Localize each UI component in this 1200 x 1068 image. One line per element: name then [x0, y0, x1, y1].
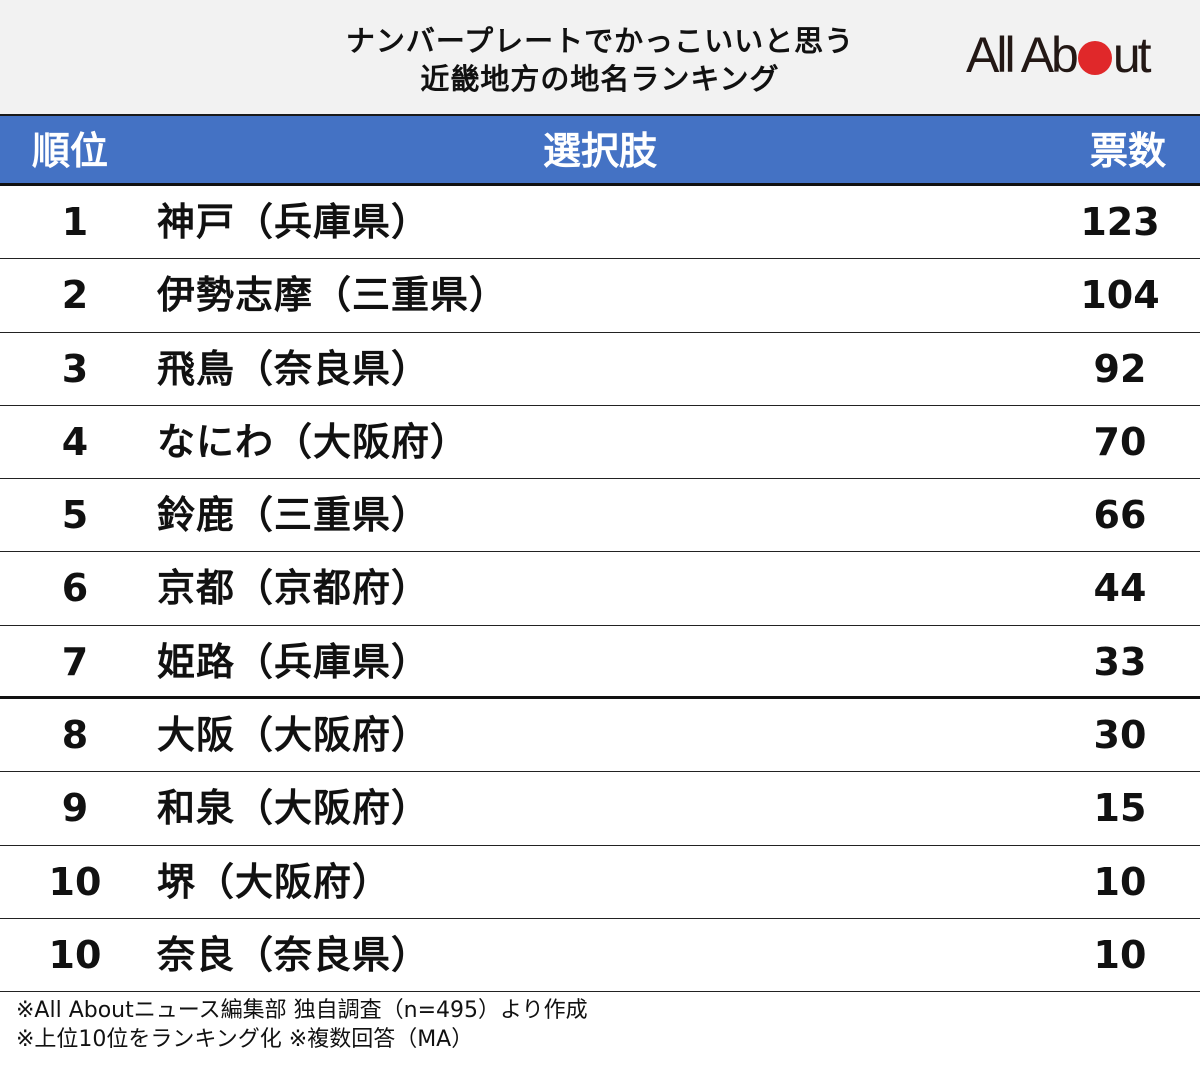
- table-row: 1 神戸（兵庫県） 123: [0, 186, 1200, 260]
- choice-cell: 姫路（兵庫県）: [157, 639, 431, 684]
- table-row: 6 京都（京都府） 44: [0, 552, 1200, 626]
- choice-cell: 神戸（兵庫県）: [157, 200, 431, 244]
- table-row: 2 伊勢志摩（三重県） 104: [0, 259, 1200, 333]
- table-row: 4 なにわ（大阪府） 70: [0, 406, 1200, 480]
- choice-cell: 堺（大阪府）: [157, 859, 392, 904]
- rank-cell: 10: [48, 859, 102, 904]
- rank-cell: 3: [61, 346, 89, 391]
- chart-title: ナンバープレートでかっこいいと思う 近畿地方の地名ランキング: [250, 22, 950, 98]
- rank-cell: 6: [61, 566, 89, 611]
- header-choice: 選択肢: [542, 129, 657, 173]
- choice-cell: 鈴鹿（三重県）: [157, 493, 431, 538]
- rank-cell: 8: [61, 713, 89, 758]
- choice-cell: 伊勢志摩（三重県）: [157, 273, 509, 318]
- table-row: 10 奈良（奈良県） 10: [0, 919, 1200, 993]
- rank-cell: 9: [61, 786, 89, 831]
- table-header: 選択肢 順位 票数: [0, 114, 1200, 186]
- allabout-logo: All Ab ut: [966, 27, 1152, 83]
- rank-cell: 1: [61, 200, 89, 244]
- logo-text-post: ut: [1112, 27, 1152, 83]
- votes-cell: 92: [1093, 346, 1147, 391]
- votes-cell: 30: [1093, 713, 1147, 758]
- choice-cell: なにわ（大阪府）: [157, 419, 470, 464]
- rank-cell: 5: [61, 493, 89, 538]
- table-row: 9 和泉（大阪府） 15: [0, 772, 1200, 846]
- rank-cell: 2: [61, 273, 89, 318]
- logo-text-pre: All Ab: [966, 27, 1079, 83]
- choice-cell: 奈良（奈良県）: [157, 932, 431, 977]
- votes-cell: 44: [1093, 566, 1147, 611]
- title-band: ナンバープレートでかっこいいと思う 近畿地方の地名ランキング All Ab ut: [0, 0, 1200, 114]
- table-row: 3 飛鳥（奈良県） 92: [0, 333, 1200, 406]
- footnote-method: ※上位10位をランキング化 ※複数回答（MA）: [16, 1027, 474, 1052]
- choice-cell: 飛鳥（奈良県）: [157, 346, 431, 391]
- table-row: 10 堺（大阪府） 10: [0, 846, 1200, 919]
- title-line-2: 近畿地方の地名ランキング: [420, 62, 780, 96]
- choice-cell: 和泉（大阪府）: [157, 786, 431, 831]
- votes-cell: 10: [1093, 932, 1147, 977]
- footnote-source: ※All Aboutニュース編集部 独自調査（n=495）より作成: [16, 998, 588, 1023]
- title-line-1: ナンバープレートでかっこいいと思う: [345, 24, 855, 58]
- votes-cell: 123: [1080, 200, 1160, 244]
- header-rank: 順位: [32, 129, 109, 173]
- ranking-table: 1 神戸（兵庫県） 123 2 伊勢志摩（三重県） 104 3 飛鳥（奈良県） 92 4 なに…: [0, 186, 1200, 993]
- logo-red-dot-icon: [1077, 41, 1112, 75]
- votes-cell: 104: [1080, 273, 1160, 318]
- choice-cell: 京都（京都府）: [157, 566, 431, 611]
- rank-cell: 10: [48, 932, 102, 977]
- header-votes: 票数: [1089, 129, 1166, 173]
- table-row: 5 鈴鹿（三重県） 66: [0, 479, 1200, 553]
- votes-cell: 66: [1093, 493, 1147, 538]
- footnotes: ※All Aboutニュース編集部 独自調査（n=495）より作成 ※上位10位…: [16, 996, 588, 1054]
- table-row: 8 大阪（大阪府） 30: [0, 699, 1200, 773]
- table-row: 7 姫路（兵庫県） 33: [0, 626, 1200, 700]
- rank-cell: 7: [61, 639, 89, 684]
- votes-cell: 15: [1093, 786, 1147, 831]
- votes-cell: 33: [1093, 639, 1147, 684]
- votes-cell: 70: [1093, 419, 1147, 464]
- rank-cell: 4: [61, 419, 89, 464]
- votes-cell: 10: [1093, 859, 1147, 904]
- choice-cell: 大阪（大阪府）: [157, 713, 431, 758]
